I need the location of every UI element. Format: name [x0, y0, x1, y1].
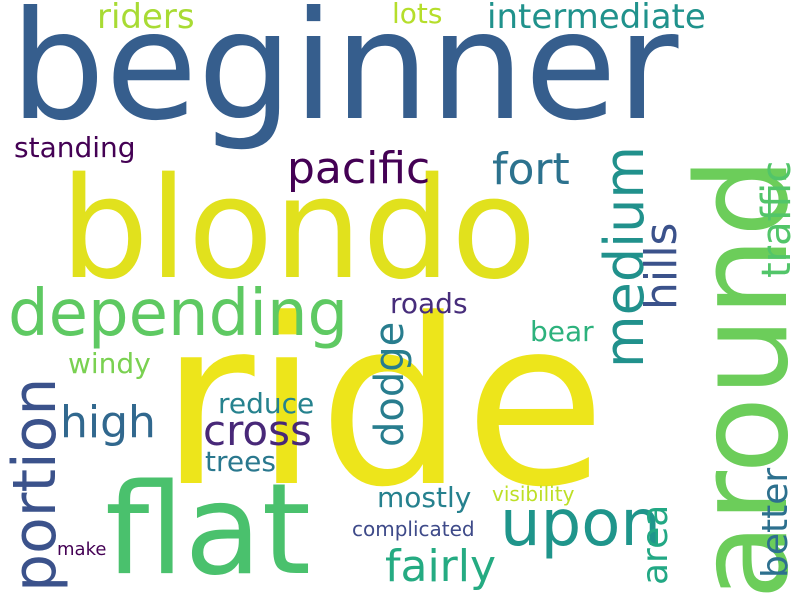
word-hills: hills [636, 222, 687, 310]
word-depending: depending [8, 277, 349, 351]
word-standing: standing [14, 131, 136, 164]
word-blondo: blondo [60, 148, 537, 311]
word-flat: flat [105, 456, 311, 600]
word-better: better [755, 467, 796, 578]
word-visibility: visibility [492, 482, 575, 506]
word-make: make [57, 539, 107, 560]
word-intermediate: intermediate [487, 0, 706, 37]
word-dodge: dodge [367, 321, 413, 447]
word-lots: lots [392, 0, 443, 30]
word-riders: riders [97, 0, 195, 37]
word-fairly: fairly [385, 541, 497, 592]
word-fort: fort [492, 144, 570, 195]
word-bear: bear [530, 315, 594, 348]
word-high: high [60, 397, 156, 448]
word-area: area [635, 504, 676, 585]
word-upon: upon [500, 487, 661, 561]
word-beginner: beginner [10, 0, 679, 154]
word-ride: ride [160, 271, 606, 538]
word-cross: cross [203, 406, 312, 455]
word-windy: windy [68, 347, 151, 380]
word-complicated: complicated [352, 517, 475, 541]
word-reduce: reduce [218, 387, 315, 420]
word-pacific: pacific [287, 143, 431, 194]
word-mostly: mostly [377, 481, 472, 514]
word-traffic: traffic [754, 160, 800, 278]
word-roads: roads [390, 287, 468, 320]
word-trees: trees [205, 445, 276, 478]
word-portion: portion [0, 377, 70, 592]
